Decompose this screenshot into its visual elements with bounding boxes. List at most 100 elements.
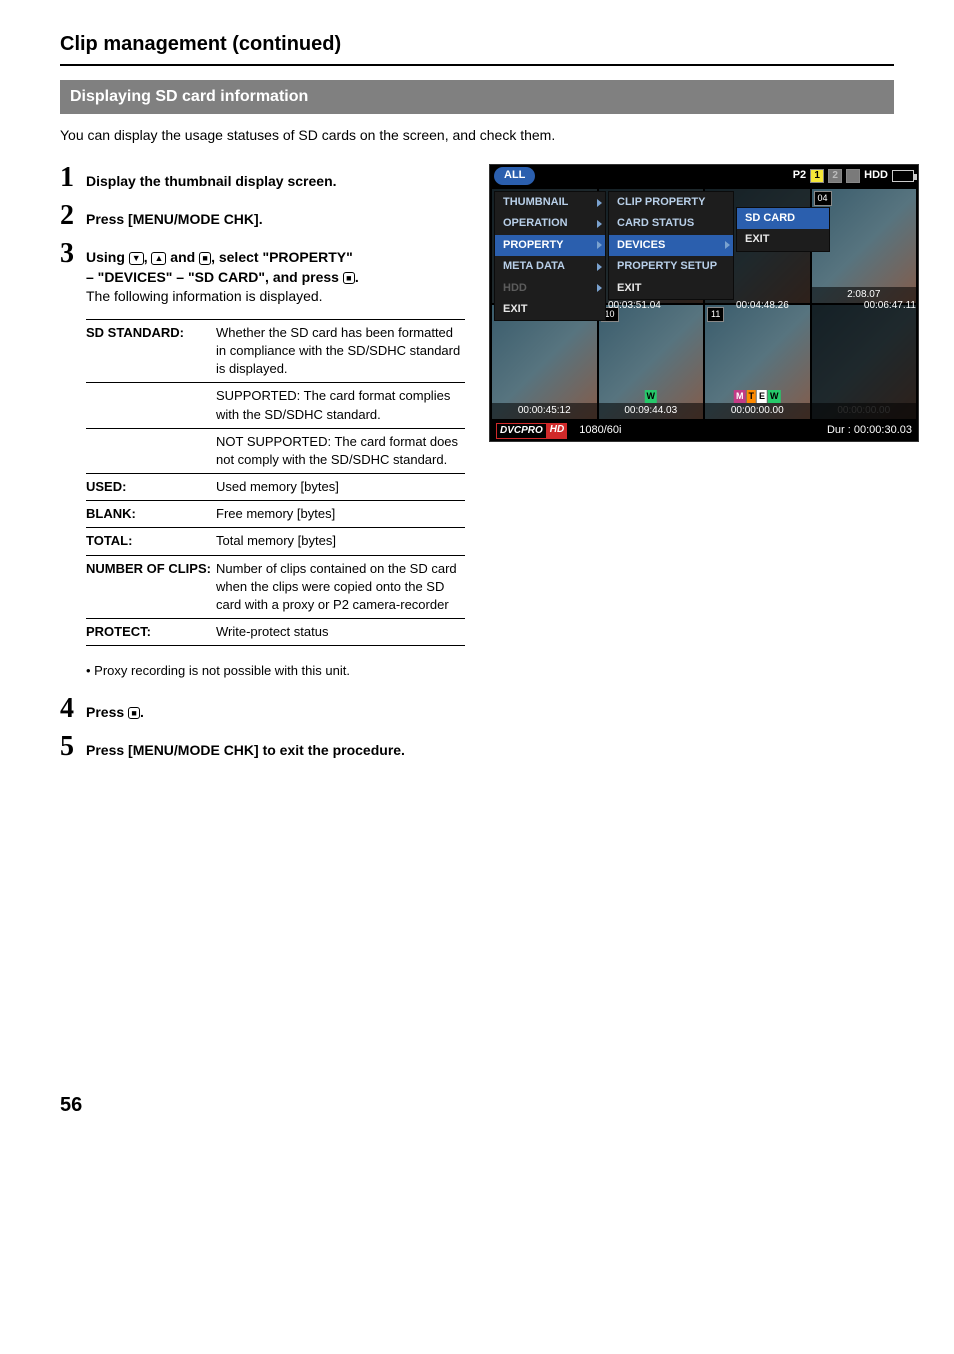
- table-row: NUMBER OF CLIPS: Number of clips contain…: [86, 556, 465, 620]
- prop-val: Used memory [bytes]: [216, 474, 465, 500]
- step-3-text-1c: and: [166, 249, 199, 265]
- table-row: BLANK: Free memory [bytes]: [86, 501, 465, 528]
- up-key-icon: ▲: [151, 252, 166, 265]
- prop-val: SUPPORTED: The card format complies with…: [216, 383, 465, 427]
- prop-key: BLANK:: [86, 501, 216, 527]
- set-key-icon-2: ■: [343, 272, 355, 285]
- step-4-number: 4: [60, 695, 86, 723]
- prop-key: [86, 429, 216, 473]
- table-row: TOTAL: Total memory [bytes]: [86, 528, 465, 555]
- step-3-followup: The following information is displayed.: [86, 287, 465, 307]
- thumb-cell: 11 MTEW 00:00:00.00: [705, 305, 810, 419]
- menu-middle: CLIP PROPERTY CARD STATUS DEVICES PROPER…: [608, 191, 734, 300]
- dvcpro-badge: DVCPROHD: [496, 423, 567, 439]
- screenshot-main: 04 2:08.07 00:00:45:12 10 W 00:09:44.03 …: [490, 187, 918, 421]
- section-intro: You can display the usage statuses of SD…: [60, 126, 894, 146]
- table-row: USED: Used memory [bytes]: [86, 474, 465, 501]
- thumb-timecode: 00:09:44.03: [599, 403, 704, 419]
- p2-slot-3: [846, 169, 860, 183]
- page-title: Clip management (continued): [60, 30, 894, 58]
- table-row: SD STANDARD: Whether the SD card has bee…: [86, 320, 465, 384]
- step-5-number: 5: [60, 733, 86, 761]
- table-row: SUPPORTED: The card format complies with…: [86, 383, 465, 428]
- menu-item-exit[interactable]: EXIT: [495, 299, 605, 320]
- menu-item-property[interactable]: PROPERTY: [495, 235, 605, 256]
- step-3-number: 3: [60, 240, 86, 268]
- thumb-timecode: 00:00:00.00: [705, 403, 810, 419]
- prop-key: PROTECT:: [86, 619, 216, 645]
- prop-key: SD STANDARD:: [86, 320, 216, 383]
- p2-slot-1: 1: [810, 169, 824, 183]
- menu-item-sd-card[interactable]: SD CARD: [737, 208, 829, 229]
- step-2: 2 Press [MENU/MODE CHK].: [60, 202, 465, 230]
- table-row: NOT SUPPORTED: The card format does not …: [86, 429, 465, 474]
- menu-item-card-status[interactable]: CARD STATUS: [609, 213, 733, 234]
- step-5-text: Press [MENU/MODE CHK] to exit the proced…: [86, 742, 405, 758]
- step-1-number: 1: [60, 164, 86, 192]
- screenshot-topbar: ALL P2 1 2 HDD: [490, 165, 918, 187]
- set-key-icon: ■: [199, 252, 211, 265]
- step-2-text: Press [MENU/MODE CHK].: [86, 211, 263, 227]
- menu-item-exit-2[interactable]: EXIT: [609, 278, 733, 299]
- thumb-cell: 00:00:45:12: [492, 305, 597, 419]
- prop-key: [86, 383, 216, 427]
- step-4-text-b: .: [140, 704, 144, 720]
- footer-format: 1080/60i: [579, 423, 621, 438]
- step-3: 3 Using ▼, ▲ and ■, select "PROPERTY" – …: [60, 240, 465, 307]
- prop-val: Total memory [bytes]: [216, 528, 465, 554]
- thumb-timecode: 2:08.07: [812, 287, 917, 303]
- step-2-number: 2: [60, 202, 86, 230]
- page-number: 56: [60, 1091, 894, 1119]
- prop-val: Free memory [bytes]: [216, 501, 465, 527]
- footer-duration: Dur : 00:00:30.03: [827, 423, 912, 438]
- thumb-flags: W: [645, 390, 658, 403]
- table-row: PROTECT: Write-protect status: [86, 619, 465, 646]
- hdd-label: HDD: [864, 168, 888, 183]
- all-pill: ALL: [494, 167, 535, 184]
- dvcpro-badge-a: DVCPRO: [496, 423, 547, 439]
- section-heading: Displaying SD card information: [60, 80, 894, 114]
- screenshot-footer: DVCPROHD 1080/60i Dur : 00:00:30.03: [490, 421, 918, 441]
- down-key-icon: ▼: [129, 252, 144, 265]
- step-3-text-2b: .: [355, 269, 359, 285]
- thumb-timecode: 00:00:00.00: [812, 403, 917, 419]
- step-3-text-2a: – "DEVICES" – "SD CARD", and press: [86, 269, 343, 285]
- step-5: 5 Press [MENU/MODE CHK] to exit the proc…: [60, 733, 465, 761]
- prop-key: USED:: [86, 474, 216, 500]
- left-column: 1 Display the thumbnail display screen. …: [60, 164, 465, 771]
- prop-key: NUMBER OF CLIPS:: [86, 556, 216, 619]
- menu-item-hdd: HDD: [495, 278, 605, 299]
- device-screenshot: ALL P2 1 2 HDD 04 2:0: [489, 164, 919, 442]
- right-column: ALL P2 1 2 HDD 04 2:0: [489, 164, 894, 442]
- thumb-flags: MTEW: [734, 390, 781, 403]
- prop-key: TOTAL:: [86, 528, 216, 554]
- step-1: 1 Display the thumbnail display screen.: [60, 164, 465, 192]
- menu-left: THUMBNAIL OPERATION PROPERTY META DATA H…: [494, 191, 606, 321]
- menu-right: SD CARD EXIT: [736, 207, 830, 252]
- step-3-text-1d: , select "PROPERTY": [211, 249, 353, 265]
- menu-item-operation[interactable]: OPERATION: [495, 213, 605, 234]
- thumb-timecode: 00:00:45:12: [492, 403, 597, 419]
- menu-item-thumbnail[interactable]: THUMBNAIL: [495, 192, 605, 213]
- menu-item-devices[interactable]: DEVICES: [609, 235, 733, 256]
- step-3-text-1b: ,: [144, 249, 152, 265]
- step-1-text: Display the thumbnail display screen.: [86, 173, 337, 189]
- menu-item-metadata[interactable]: META DATA: [495, 256, 605, 277]
- p2-label: P2: [793, 168, 806, 183]
- proxy-note: • Proxy recording is not possible with t…: [86, 662, 465, 680]
- thumb-cell: 00:00:00.00: [812, 305, 917, 419]
- thumb-index-chip: 11: [707, 307, 724, 322]
- menu-item-exit-3[interactable]: EXIT: [737, 229, 829, 250]
- prop-val: Whether the SD card has been formatted i…: [216, 320, 465, 383]
- thumb-cell: 10 W 00:09:44.03: [599, 305, 704, 419]
- topbar-right: P2 1 2 HDD: [793, 168, 914, 183]
- p2-slot-2: 2: [828, 169, 842, 183]
- battery-icon: [892, 170, 914, 182]
- menu-item-clip-property[interactable]: CLIP PROPERTY: [609, 192, 733, 213]
- step-3-text-1a: Using: [86, 249, 129, 265]
- set-key-icon-3: ■: [128, 707, 140, 720]
- title-rule: [60, 64, 894, 66]
- dvcpro-badge-b: HD: [547, 423, 567, 439]
- prop-val: Number of clips contained on the SD card…: [216, 556, 465, 619]
- menu-item-property-setup[interactable]: PROPERTY SETUP: [609, 256, 733, 277]
